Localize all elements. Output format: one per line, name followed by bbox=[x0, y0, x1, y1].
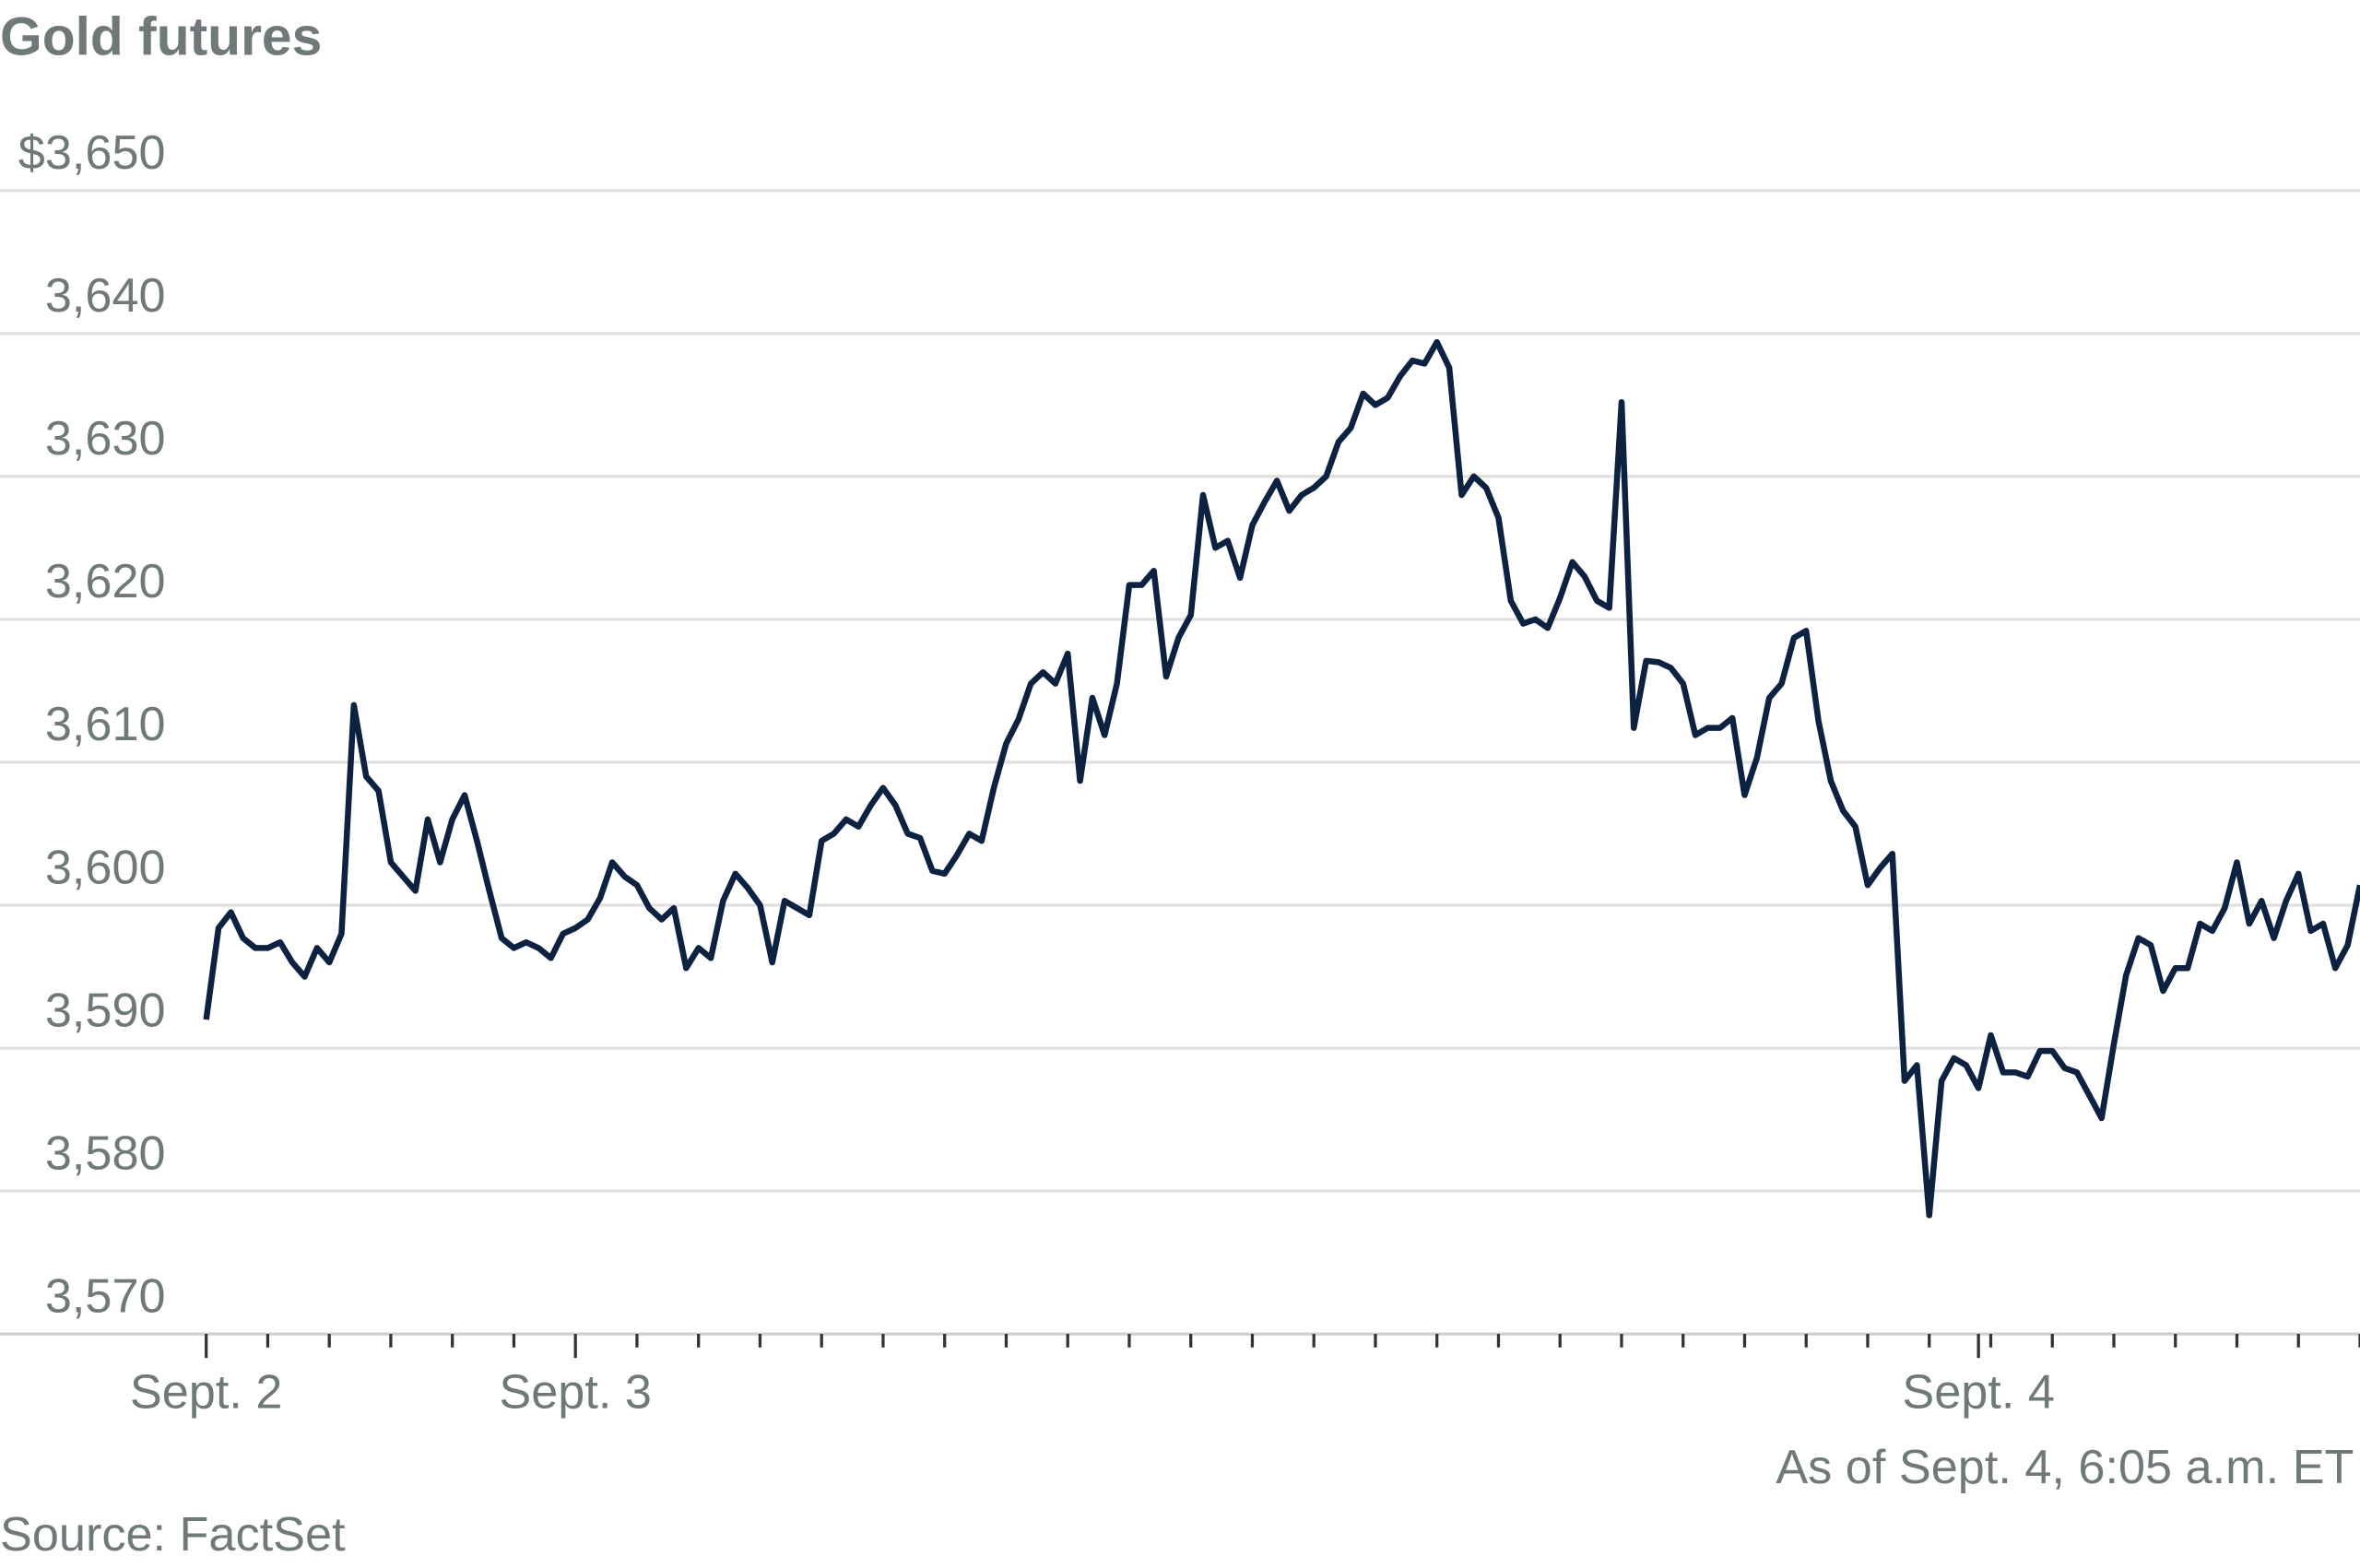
y-tick-label: 3,610 bbox=[45, 698, 166, 751]
x-tick-label: Sept. 4 bbox=[1902, 1366, 2055, 1420]
y-tick-label: 3,630 bbox=[45, 412, 166, 466]
y-tick-label: 3,590 bbox=[45, 984, 166, 1037]
note: As of Sept. 4, 6:05 a.m. ET bbox=[1776, 1441, 2354, 1494]
chart-title: Gold futures bbox=[0, 7, 322, 67]
price-line bbox=[203, 338, 2360, 1219]
y-tick-label: $3,650 bbox=[18, 126, 166, 180]
y-tick-label: 3,600 bbox=[45, 841, 166, 894]
y-tick-label: 3,580 bbox=[45, 1126, 166, 1180]
x-tick-label: Sept. 3 bbox=[499, 1366, 652, 1420]
source: Source: FactSet bbox=[0, 1508, 346, 1562]
y-tick-label: 3,620 bbox=[45, 555, 166, 608]
x-tick-label: Sept. 2 bbox=[130, 1366, 283, 1420]
y-tick-label: 3,570 bbox=[45, 1269, 166, 1323]
y-tick-label: 3,640 bbox=[45, 269, 166, 323]
